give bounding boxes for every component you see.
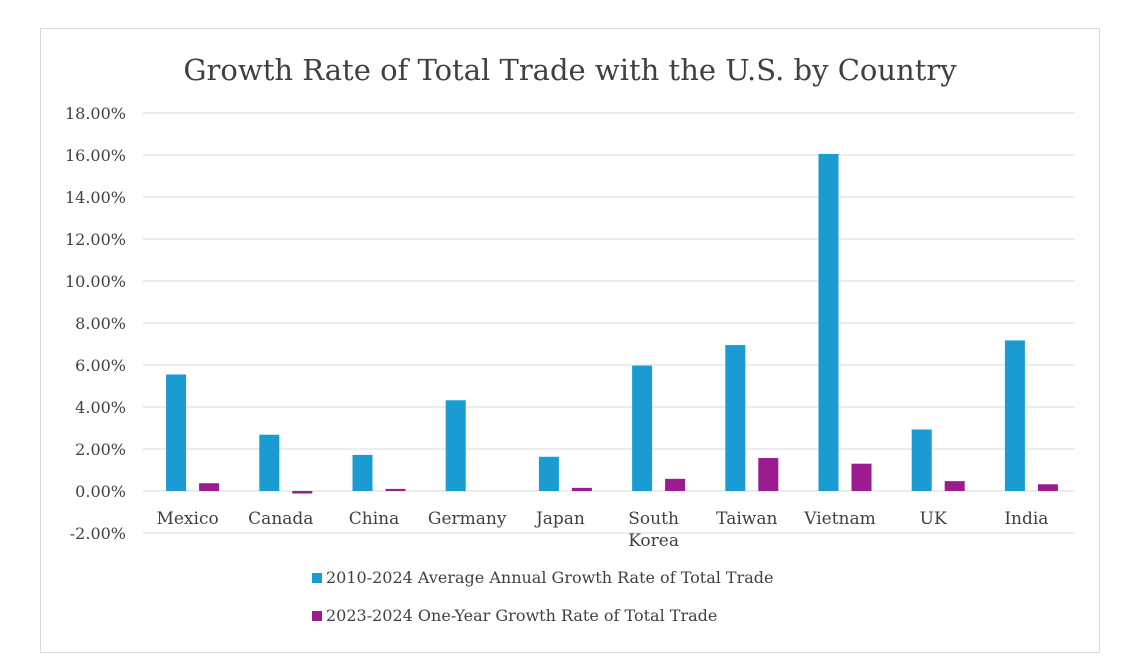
x-tick-label: Germany	[428, 509, 507, 529]
y-tick-label: 12.00%	[65, 230, 126, 249]
bar-one-year-japan	[571, 487, 592, 491]
bar-avg-annual-japan	[538, 456, 559, 491]
x-tick-label: Korea	[628, 531, 679, 551]
y-tick-label: 2.00%	[75, 440, 126, 459]
bar-avg-annual-taiwan	[725, 345, 746, 491]
y-tick-label: 0.00%	[75, 482, 126, 501]
bar-one-year-uk	[944, 481, 965, 491]
bar-one-year-china	[385, 488, 406, 491]
legend-swatch	[312, 611, 322, 621]
y-tick-label: 10.00%	[65, 272, 126, 291]
bar-avg-annual-uk	[911, 429, 932, 491]
x-tick-label: South	[628, 509, 679, 529]
bar-avg-annual-india	[1004, 340, 1025, 491]
y-tick-label: 18.00%	[65, 104, 126, 123]
y-tick-label: 8.00%	[75, 314, 126, 333]
bar-one-year-mexico	[199, 483, 220, 491]
x-tick-label: China	[349, 509, 399, 529]
y-tick-label: 6.00%	[75, 356, 126, 375]
legend: 2010-2024 Average Annual Growth Rate of …	[312, 568, 774, 625]
y-tick-label: -2.00%	[70, 524, 126, 543]
bar-one-year-india	[1037, 484, 1058, 491]
y-tick-label: 16.00%	[65, 146, 126, 165]
bar-avg-annual-canada	[259, 434, 280, 491]
bars	[166, 153, 1058, 494]
bar-one-year-taiwan	[758, 458, 779, 491]
y-axis-ticks: -2.00% 0.00% 2.00% 4.00% 6.00% 8.00% 10.00% 12.…	[65, 104, 126, 543]
x-tick-label: Canada	[248, 509, 313, 529]
x-tick-label: Japan	[534, 509, 585, 529]
x-tick-label: UK	[920, 509, 947, 529]
gridlines	[143, 112, 1075, 534]
bar-one-year-vietnam	[851, 463, 872, 491]
x-tick-label: Mexico	[156, 509, 218, 529]
legend-entry: 2010-2024 Average Annual Growth Rate of …	[326, 568, 774, 587]
bar-one-year-canada	[292, 491, 313, 494]
x-tick-label: India	[1004, 509, 1048, 529]
chart-title: Growth Rate of Total Trade with the U.S.…	[183, 53, 957, 87]
bar-avg-annual-china	[352, 454, 373, 491]
bar-avg-annual-south-korea	[632, 365, 653, 491]
chart-frame	[40, 28, 1100, 653]
bar-one-year-south-korea	[665, 478, 686, 491]
x-tick-label: Vietnam	[803, 509, 876, 529]
legend-entry: 2023-2024 One-Year Growth Rate of Total …	[326, 606, 717, 625]
y-tick-label: 14.00%	[65, 188, 126, 207]
bar-avg-annual-germany	[445, 400, 466, 491]
legend-swatch	[312, 573, 322, 583]
bar-avg-annual-mexico	[166, 374, 187, 491]
bar-avg-annual-vietnam	[818, 153, 839, 491]
y-tick-label: 4.00%	[75, 398, 126, 417]
x-tick-label: Taiwan	[716, 509, 777, 529]
